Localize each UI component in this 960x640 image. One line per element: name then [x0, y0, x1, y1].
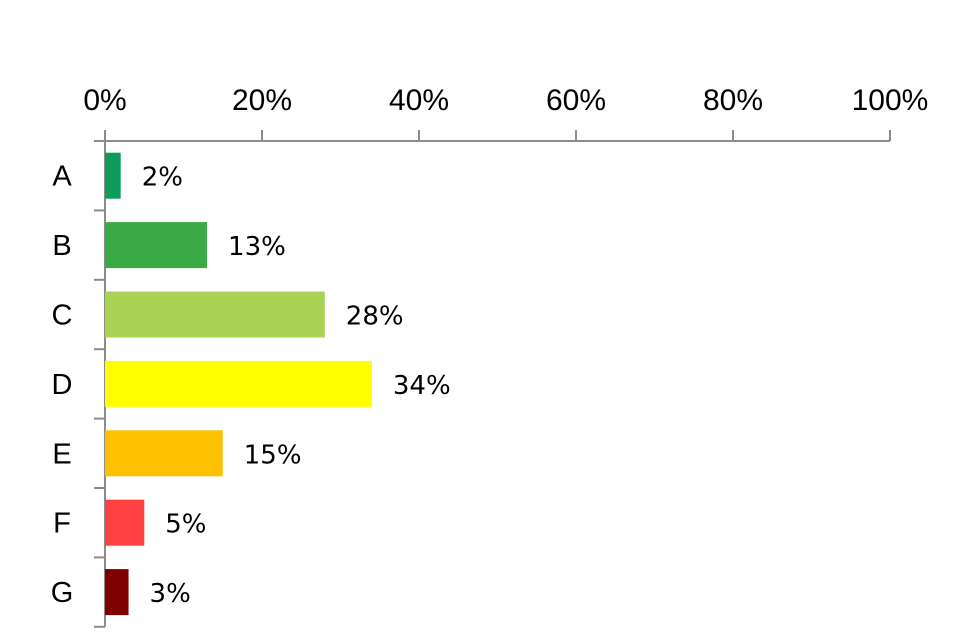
- x-tick-label: 60%: [546, 84, 606, 117]
- x-tick-label: 100%: [852, 84, 929, 117]
- category-label: B: [52, 230, 71, 262]
- value-label: 15%: [244, 440, 302, 470]
- category-labels: A B C D E F G: [51, 161, 74, 609]
- value-label: 2%: [142, 163, 183, 193]
- value-label: 34%: [393, 371, 451, 401]
- bar-b: [105, 222, 208, 269]
- x-tick-label: 80%: [703, 84, 763, 117]
- x-tick-label: 40%: [389, 84, 449, 117]
- bar-e: [105, 430, 223, 477]
- x-axis: 0% 20% 40% 60% 80% 100%: [83, 84, 929, 142]
- x-tick-label: 20%: [232, 84, 292, 117]
- bar-f: [105, 499, 145, 546]
- value-label: 13%: [228, 232, 286, 262]
- category-label: C: [52, 300, 73, 332]
- y-axis: [94, 140, 106, 628]
- category-label: F: [53, 508, 71, 540]
- bar-a: [105, 152, 121, 199]
- x-tick-label: 0%: [83, 84, 126, 117]
- category-label: E: [52, 438, 71, 470]
- data-labels: 2% 13% 28% 34% 15% 5% 3%: [142, 163, 451, 609]
- bars: [105, 152, 372, 616]
- bar-g: [105, 569, 129, 616]
- bar-d: [105, 360, 372, 407]
- value-label: 3%: [150, 579, 191, 609]
- bar-c: [105, 291, 325, 338]
- value-label: 28%: [346, 302, 404, 332]
- category-label: D: [52, 369, 73, 401]
- category-label: G: [51, 577, 74, 609]
- value-label: 5%: [165, 510, 206, 540]
- category-label: A: [52, 161, 72, 193]
